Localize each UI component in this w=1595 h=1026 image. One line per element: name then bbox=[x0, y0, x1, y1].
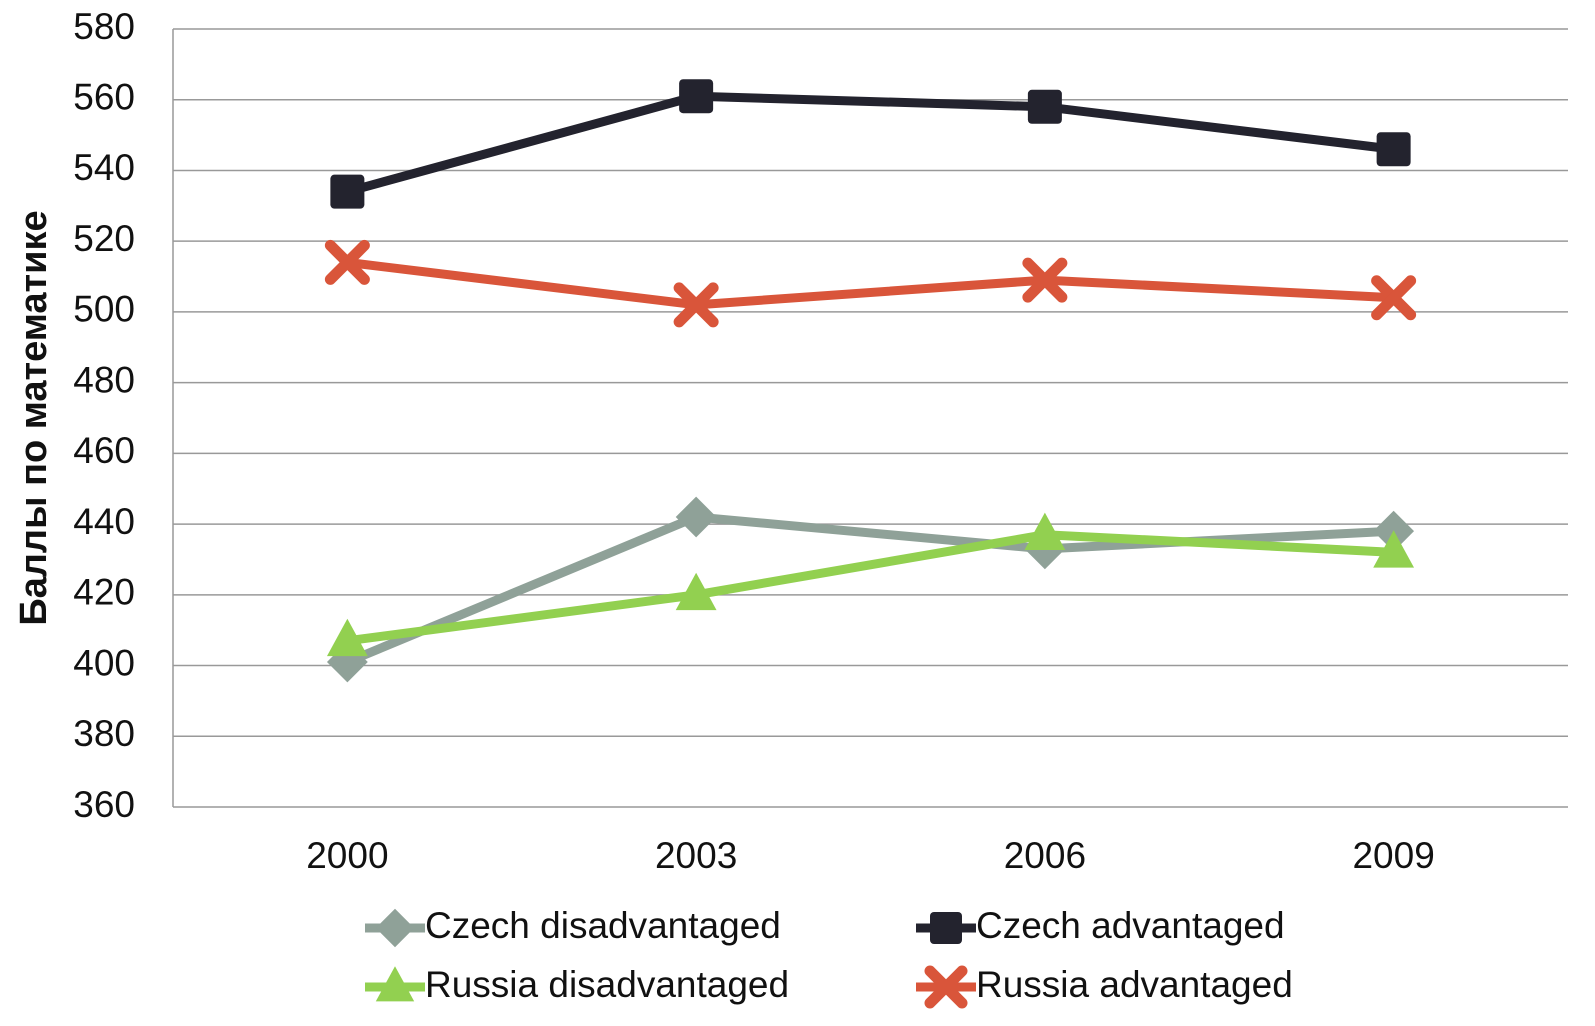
y-tick-label: 440 bbox=[73, 501, 135, 542]
legend-label: Russia advantaged bbox=[976, 964, 1293, 1005]
y-axis-label: Баллы по математике bbox=[13, 210, 55, 625]
legend-label: Czech advantaged bbox=[976, 905, 1285, 946]
y-tick-label: 400 bbox=[73, 642, 135, 683]
marker bbox=[326, 618, 368, 657]
y-tick-label: 460 bbox=[73, 430, 135, 471]
marker bbox=[1024, 512, 1066, 550]
marker bbox=[679, 79, 714, 114]
marker-stroke bbox=[1371, 275, 1417, 321]
y-tick-label: 540 bbox=[73, 147, 135, 188]
y-tick-label: 380 bbox=[73, 713, 135, 754]
series-line bbox=[345, 512, 1394, 667]
marker bbox=[675, 496, 717, 538]
series-line bbox=[346, 257, 1394, 310]
marker bbox=[673, 282, 719, 328]
y-tick-label: 580 bbox=[73, 6, 135, 47]
marker bbox=[1373, 530, 1415, 568]
series-line bbox=[346, 530, 1394, 646]
legend-label: Czech disadvantaged bbox=[425, 905, 781, 946]
legend-marker bbox=[375, 966, 415, 1002]
y-tick-label: 480 bbox=[73, 359, 135, 400]
legend-marker bbox=[924, 965, 968, 1009]
marker bbox=[1022, 257, 1068, 303]
x-tick-label: 2003 bbox=[655, 835, 737, 876]
y-tick-label: 420 bbox=[73, 572, 135, 613]
marker bbox=[1027, 89, 1062, 124]
marker-stroke bbox=[673, 282, 719, 328]
y-tick-label: 560 bbox=[73, 77, 135, 118]
marker bbox=[1376, 132, 1411, 167]
y-tick-label: 500 bbox=[73, 289, 135, 330]
y-tick-label: 520 bbox=[73, 218, 135, 259]
x-tick-label: 2009 bbox=[1352, 835, 1434, 876]
marker-stroke bbox=[924, 965, 968, 1009]
marker bbox=[675, 572, 717, 611]
series-line bbox=[346, 91, 1395, 197]
marker bbox=[1371, 275, 1417, 321]
legend-marker bbox=[930, 912, 962, 944]
marker bbox=[330, 174, 365, 209]
marker-stroke bbox=[1022, 257, 1068, 303]
x-tick-label: 2006 bbox=[1004, 835, 1086, 876]
x-tick-label: 2000 bbox=[306, 835, 388, 876]
marker bbox=[324, 239, 370, 285]
marker-stroke bbox=[324, 239, 370, 285]
marker bbox=[326, 641, 368, 683]
legend-marker bbox=[375, 908, 415, 948]
y-tick-label: 360 bbox=[73, 784, 135, 825]
legend-label: Russia disadvantaged bbox=[425, 964, 789, 1005]
